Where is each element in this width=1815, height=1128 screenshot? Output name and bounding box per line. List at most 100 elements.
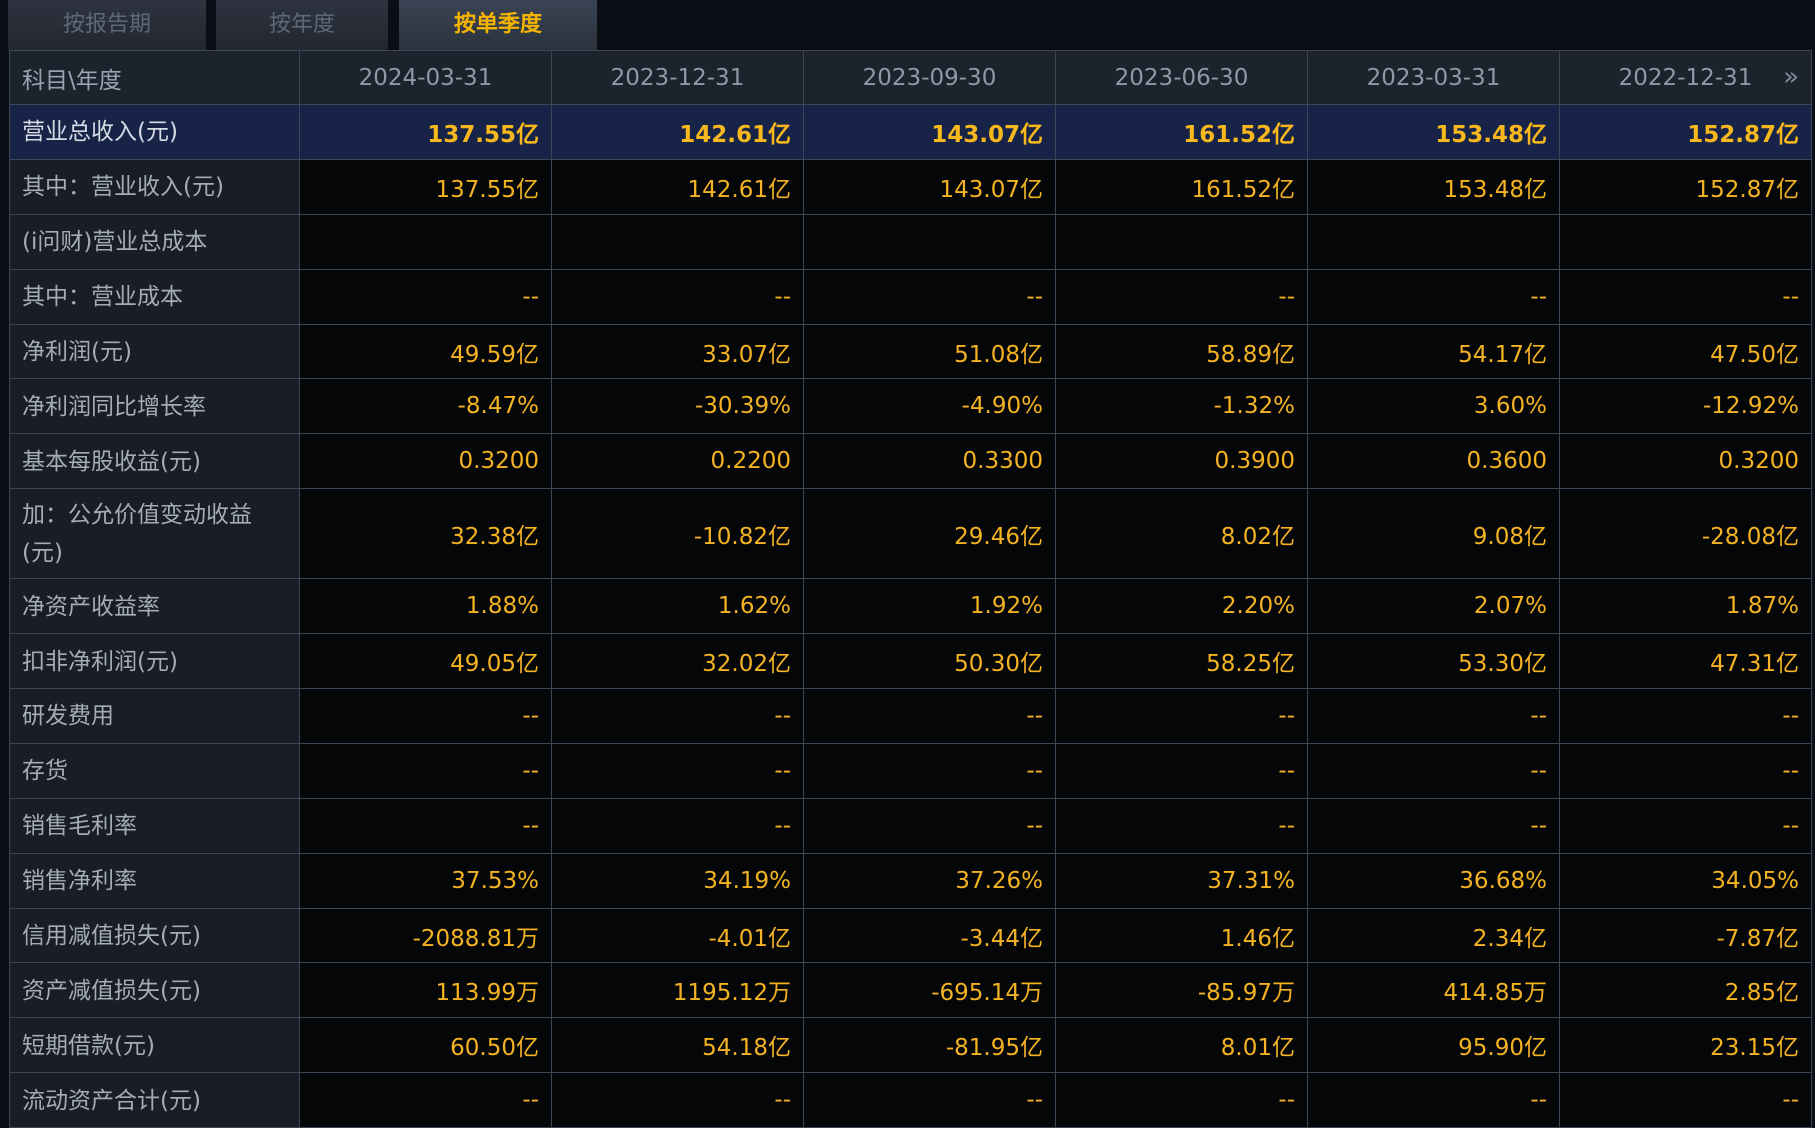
table-row[interactable]: 净利润同比增长率 -8.47% -30.39% -4.90% -1.32% 3.60% -1… <box>9 378 1812 435</box>
table-cell: -- <box>1055 268 1308 325</box>
table-cell: -- <box>1055 742 1308 799</box>
table-cell <box>1559 213 1812 270</box>
row-label: 其中：营业成本 <box>9 268 300 325</box>
row-label: 扣非净利润(元) <box>9 633 300 690</box>
table-cell: -- <box>551 1072 804 1128</box>
table-cell: -3.44亿 <box>803 907 1056 964</box>
row-label: 净利润同比增长率 <box>9 378 300 435</box>
table-cell: 37.53% <box>299 852 552 909</box>
row-label: 销售毛利率 <box>9 797 300 854</box>
column-header[interactable]: 2023-12-31 <box>551 50 804 105</box>
table-cell: 49.59亿 <box>299 323 552 380</box>
table-cell: 3.60% <box>1307 378 1560 435</box>
table-cell: -- <box>1307 268 1560 325</box>
table-cell: -- <box>1055 1072 1308 1128</box>
table-cell: 8.02亿 <box>1055 488 1308 580</box>
column-header[interactable]: 2024-03-31 <box>299 50 552 105</box>
table-cell: -4.01亿 <box>551 907 804 964</box>
table-row[interactable]: 净资产收益率 1.88% 1.62% 1.92% 2.20% 2.07% 1.87% <box>9 578 1812 635</box>
table-row[interactable]: 净利润(元) 49.59亿 33.07亿 51.08亿 58.89亿 54.17亿 47.5… <box>9 323 1812 380</box>
table-cell: -- <box>1559 797 1812 854</box>
row-label: 存货 <box>9 742 300 799</box>
table-row[interactable]: 其中：营业收入(元) 137.55亿 142.61亿 143.07亿 161.52亿 15… <box>9 158 1812 215</box>
double-chevron-right-icon[interactable]: » <box>1783 62 1799 92</box>
table-cell: 34.19% <box>551 852 804 909</box>
table-cell: -85.97万 <box>1055 962 1308 1019</box>
table-row[interactable]: 扣非净利润(元) 49.05亿 32.02亿 50.30亿 58.25亿 53.30亿 47… <box>9 633 1812 690</box>
table-row[interactable]: 基本每股收益(元) 0.3200 0.2200 0.3300 0.3900 0.3600 0… <box>9 433 1812 490</box>
column-header[interactable]: 2023-09-30 <box>803 50 1056 105</box>
column-header[interactable]: 2023-03-31 <box>1307 50 1560 105</box>
table-cell: -- <box>551 688 804 744</box>
column-header-last[interactable]: 2022-12-31 » <box>1559 50 1812 105</box>
table-cell: 161.52亿 <box>1055 158 1308 215</box>
table-cell: 152.87亿 <box>1559 158 1812 215</box>
table-cell <box>1055 213 1308 270</box>
table-cell: 47.31亿 <box>1559 633 1812 690</box>
table-row[interactable]: 流动资产合计(元) -- -- -- -- -- -- <box>9 1072 1812 1128</box>
row-label: 流动资产合计(元) <box>9 1072 300 1128</box>
table-cell: 153.48亿 <box>1307 158 1560 215</box>
column-header-label: 2022-12-31 <box>1618 64 1753 91</box>
row-label: 净资产收益率 <box>9 578 300 635</box>
table-row[interactable]: 研发费用 -- -- -- -- -- -- <box>9 688 1812 744</box>
table-cell: -- <box>803 1072 1056 1128</box>
table-row[interactable]: 销售毛利率 -- -- -- -- -- -- <box>9 797 1812 854</box>
table-cell: 49.05亿 <box>299 633 552 690</box>
table-row[interactable]: 加：公允价值变动收益(元) 32.38亿 -10.82亿 29.46亿 8.02亿 9.0… <box>9 488 1812 580</box>
table-row[interactable]: 存货 -- -- -- -- -- -- <box>9 742 1812 799</box>
table-cell: 0.3300 <box>803 433 1056 490</box>
table-cell: -- <box>803 688 1056 744</box>
table-cell: -81.95亿 <box>803 1017 1056 1074</box>
tab-by-year[interactable]: 按年度 <box>216 0 388 50</box>
table-cell: 1195.12万 <box>551 962 804 1019</box>
table-cell: 32.02亿 <box>551 633 804 690</box>
table-cell: -30.39% <box>551 378 804 435</box>
financial-table: 科目\年度 2024-03-31 2023-12-31 2023-09-30 2… <box>9 50 1812 1128</box>
table-cell: 143.07亿 <box>803 158 1056 215</box>
table-cell: -- <box>1559 688 1812 744</box>
table-row[interactable]: 信用减值损失(元) -2088.81万 -4.01亿 -3.44亿 1.46亿 2.34亿… <box>9 907 1812 964</box>
table-cell: 0.3200 <box>299 433 552 490</box>
table-cell: 2.85亿 <box>1559 962 1812 1019</box>
table-cell <box>299 213 552 270</box>
row-label: 信用减值损失(元) <box>9 907 300 964</box>
table-cell: 29.46亿 <box>803 488 1056 580</box>
table-cell: 33.07亿 <box>551 323 804 380</box>
table-row[interactable]: (i问财)营业总成本 <box>9 213 1812 270</box>
row-label: 资产减值损失(元) <box>9 962 300 1019</box>
table-cell: -- <box>299 742 552 799</box>
table-cell: 95.90亿 <box>1307 1017 1560 1074</box>
table-row[interactable]: 其中：营业成本 -- -- -- -- -- -- <box>9 268 1812 325</box>
row-label: 基本每股收益(元) <box>9 433 300 490</box>
table-cell: 8.01亿 <box>1055 1017 1308 1074</box>
tab-by-report-period[interactable]: 按报告期 <box>8 0 206 50</box>
table-cell: -- <box>1307 688 1560 744</box>
row-label: 研发费用 <box>9 688 300 744</box>
table-cell: -- <box>803 797 1056 854</box>
table-row[interactable]: 营业总收入(元) 137.55亿 142.61亿 143.07亿 161.52亿 153.… <box>9 104 1812 160</box>
table-cell: 36.68% <box>1307 852 1560 909</box>
table-cell: 34.05% <box>1559 852 1812 909</box>
table-row[interactable]: 资产减值损失(元) 113.99万 1195.12万 -695.14万 -85.97万 4… <box>9 962 1812 1019</box>
table-cell: 9.08亿 <box>1307 488 1560 580</box>
table-cell: 53.30亿 <box>1307 633 1560 690</box>
table-cell: -- <box>803 268 1056 325</box>
table-cell: 113.99万 <box>299 962 552 1019</box>
table-row[interactable]: 销售净利率 37.53% 34.19% 37.26% 37.31% 36.68% 34.05… <box>9 852 1812 909</box>
tab-by-quarter[interactable]: 按单季度 <box>399 0 597 50</box>
column-header[interactable]: 2023-06-30 <box>1055 50 1308 105</box>
table-cell: 142.61亿 <box>551 158 804 215</box>
table-cell: 414.85万 <box>1307 962 1560 1019</box>
table-cell: -4.90% <box>803 378 1056 435</box>
table-cell: 137.55亿 <box>299 158 552 215</box>
table-cell: 2.07% <box>1307 578 1560 635</box>
table-cell: -- <box>299 268 552 325</box>
table-cell: 2.34亿 <box>1307 907 1560 964</box>
table-cell: -- <box>551 797 804 854</box>
table-cell: -- <box>1559 268 1812 325</box>
table-cell: 60.50亿 <box>299 1017 552 1074</box>
table-cell <box>551 213 804 270</box>
table-row[interactable]: 短期借款(元) 60.50亿 54.18亿 -81.95亿 8.01亿 95.90亿 23.… <box>9 1017 1812 1074</box>
table-cell: -- <box>803 742 1056 799</box>
